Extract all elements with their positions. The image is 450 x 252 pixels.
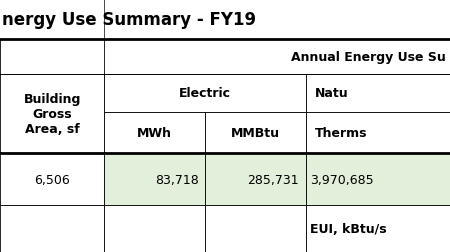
Bar xyxy=(0,74,104,154)
Bar xyxy=(306,205,450,252)
Bar xyxy=(205,112,306,154)
Bar xyxy=(104,112,205,154)
Bar xyxy=(306,112,450,154)
Text: Natu: Natu xyxy=(315,87,349,100)
Bar xyxy=(0,154,104,205)
Text: 83,718: 83,718 xyxy=(155,173,198,186)
Text: nergy Use Summary - FY19: nergy Use Summary - FY19 xyxy=(2,11,256,29)
Text: Annual Energy Use Su: Annual Energy Use Su xyxy=(291,51,446,64)
Bar xyxy=(104,0,450,40)
Text: MMBtu: MMBtu xyxy=(231,127,280,139)
Text: Therms: Therms xyxy=(315,127,368,139)
Text: Building
Gross
Area, sf: Building Gross Area, sf xyxy=(23,93,81,135)
Bar xyxy=(306,154,450,205)
Bar xyxy=(104,154,205,205)
Text: EUI, kBtu/s: EUI, kBtu/s xyxy=(310,222,387,235)
Text: MWh: MWh xyxy=(137,127,172,139)
Bar xyxy=(205,154,306,205)
Bar xyxy=(104,40,450,74)
Bar xyxy=(104,74,306,112)
Bar xyxy=(0,0,104,40)
Text: 285,731: 285,731 xyxy=(248,173,299,186)
Bar xyxy=(0,40,104,74)
Bar xyxy=(0,205,104,252)
Text: Electric: Electric xyxy=(179,87,231,100)
Bar xyxy=(205,205,306,252)
Bar xyxy=(306,74,450,112)
Text: 6,506: 6,506 xyxy=(34,173,70,186)
Text: 3,970,685: 3,970,685 xyxy=(310,173,374,186)
Bar xyxy=(104,205,205,252)
